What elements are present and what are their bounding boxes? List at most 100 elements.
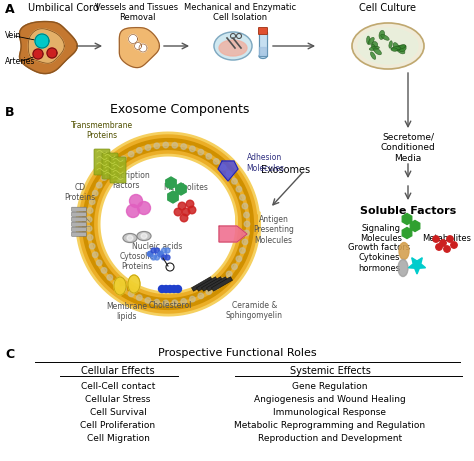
Circle shape bbox=[171, 285, 177, 292]
Circle shape bbox=[232, 264, 237, 270]
Text: Prospective Functional Roles: Prospective Functional Roles bbox=[158, 348, 316, 358]
Circle shape bbox=[174, 285, 182, 292]
Circle shape bbox=[180, 214, 188, 222]
Text: Metabolites: Metabolites bbox=[422, 234, 472, 243]
Circle shape bbox=[87, 208, 93, 213]
Circle shape bbox=[158, 285, 165, 292]
Circle shape bbox=[158, 252, 163, 256]
Polygon shape bbox=[409, 258, 426, 274]
Circle shape bbox=[105, 161, 231, 287]
Ellipse shape bbox=[127, 236, 133, 241]
Circle shape bbox=[155, 248, 159, 253]
Circle shape bbox=[236, 186, 242, 192]
Text: Cell Culture: Cell Culture bbox=[359, 3, 417, 13]
Ellipse shape bbox=[259, 53, 267, 59]
Circle shape bbox=[35, 34, 49, 48]
Circle shape bbox=[165, 255, 170, 260]
Circle shape bbox=[120, 286, 126, 292]
Bar bbox=[197, 277, 218, 291]
Polygon shape bbox=[219, 226, 247, 242]
Circle shape bbox=[227, 171, 232, 177]
Bar bbox=[207, 277, 228, 291]
Circle shape bbox=[137, 295, 142, 301]
FancyBboxPatch shape bbox=[110, 157, 126, 183]
FancyBboxPatch shape bbox=[72, 212, 86, 216]
Circle shape bbox=[451, 242, 457, 248]
Circle shape bbox=[190, 146, 195, 152]
Circle shape bbox=[163, 300, 169, 306]
Circle shape bbox=[163, 142, 169, 148]
Polygon shape bbox=[19, 22, 77, 74]
Circle shape bbox=[186, 200, 194, 208]
Polygon shape bbox=[218, 161, 238, 181]
Ellipse shape bbox=[374, 48, 382, 55]
Circle shape bbox=[137, 148, 142, 153]
Polygon shape bbox=[259, 32, 267, 56]
Text: Metabolites: Metabolites bbox=[164, 183, 209, 192]
Circle shape bbox=[135, 42, 142, 49]
Text: A: A bbox=[5, 3, 15, 16]
Ellipse shape bbox=[391, 47, 401, 50]
Circle shape bbox=[151, 255, 156, 260]
Circle shape bbox=[213, 159, 219, 164]
Ellipse shape bbox=[397, 45, 406, 49]
Text: Gene Regulation: Gene Regulation bbox=[292, 382, 368, 391]
Polygon shape bbox=[28, 29, 64, 63]
Circle shape bbox=[158, 252, 163, 256]
Circle shape bbox=[198, 149, 204, 155]
Circle shape bbox=[244, 221, 250, 227]
Ellipse shape bbox=[141, 234, 147, 238]
Circle shape bbox=[87, 235, 93, 240]
Circle shape bbox=[128, 291, 134, 297]
Circle shape bbox=[145, 145, 151, 150]
Ellipse shape bbox=[366, 36, 370, 44]
Circle shape bbox=[236, 256, 242, 262]
Circle shape bbox=[447, 236, 453, 242]
Text: Mechanical and Enzymatic
Cell Isolation: Mechanical and Enzymatic Cell Isolation bbox=[184, 3, 296, 23]
Text: Cell Migration: Cell Migration bbox=[87, 434, 149, 443]
Circle shape bbox=[188, 206, 196, 214]
Text: Exosomes: Exosomes bbox=[261, 165, 310, 175]
Circle shape bbox=[139, 44, 147, 52]
Text: Soluble Factors: Soluble Factors bbox=[360, 206, 456, 216]
Ellipse shape bbox=[379, 30, 384, 40]
FancyBboxPatch shape bbox=[94, 149, 110, 175]
Ellipse shape bbox=[371, 44, 375, 50]
Circle shape bbox=[127, 205, 139, 218]
Circle shape bbox=[244, 230, 249, 236]
Circle shape bbox=[227, 271, 232, 277]
Circle shape bbox=[162, 255, 166, 260]
Ellipse shape bbox=[128, 275, 140, 293]
Text: Growth factors
Cytokines
hormones: Growth factors Cytokines hormones bbox=[348, 243, 410, 273]
Text: Secretome/
Conditioned
Media: Secretome/ Conditioned Media bbox=[381, 133, 436, 163]
Circle shape bbox=[433, 236, 439, 242]
Circle shape bbox=[147, 252, 153, 256]
Circle shape bbox=[239, 195, 245, 200]
Text: Cytosolic
Proteins: Cytosolic Proteins bbox=[119, 252, 155, 272]
Text: Systemic Effects: Systemic Effects bbox=[290, 366, 371, 376]
Ellipse shape bbox=[396, 46, 405, 54]
Circle shape bbox=[101, 175, 107, 180]
Circle shape bbox=[90, 199, 95, 205]
Circle shape bbox=[190, 296, 195, 302]
Circle shape bbox=[162, 248, 166, 253]
Circle shape bbox=[182, 208, 190, 216]
Text: B: B bbox=[5, 106, 15, 119]
Bar bbox=[211, 277, 233, 291]
Circle shape bbox=[101, 268, 107, 273]
Text: Transcription
Factors: Transcription Factors bbox=[101, 171, 151, 190]
Circle shape bbox=[239, 248, 245, 254]
Ellipse shape bbox=[371, 52, 376, 59]
Text: Cellular Stress: Cellular Stress bbox=[85, 395, 151, 404]
Circle shape bbox=[86, 217, 92, 222]
Circle shape bbox=[151, 248, 156, 253]
Text: Cell Survival: Cell Survival bbox=[90, 408, 146, 417]
Ellipse shape bbox=[372, 41, 378, 47]
Ellipse shape bbox=[219, 40, 247, 56]
Text: Angiogenesis and Wound Healing: Angiogenesis and Wound Healing bbox=[254, 395, 406, 404]
FancyBboxPatch shape bbox=[72, 227, 86, 231]
Circle shape bbox=[145, 298, 151, 303]
Ellipse shape bbox=[393, 42, 399, 51]
Circle shape bbox=[198, 293, 204, 299]
Circle shape bbox=[181, 299, 186, 304]
